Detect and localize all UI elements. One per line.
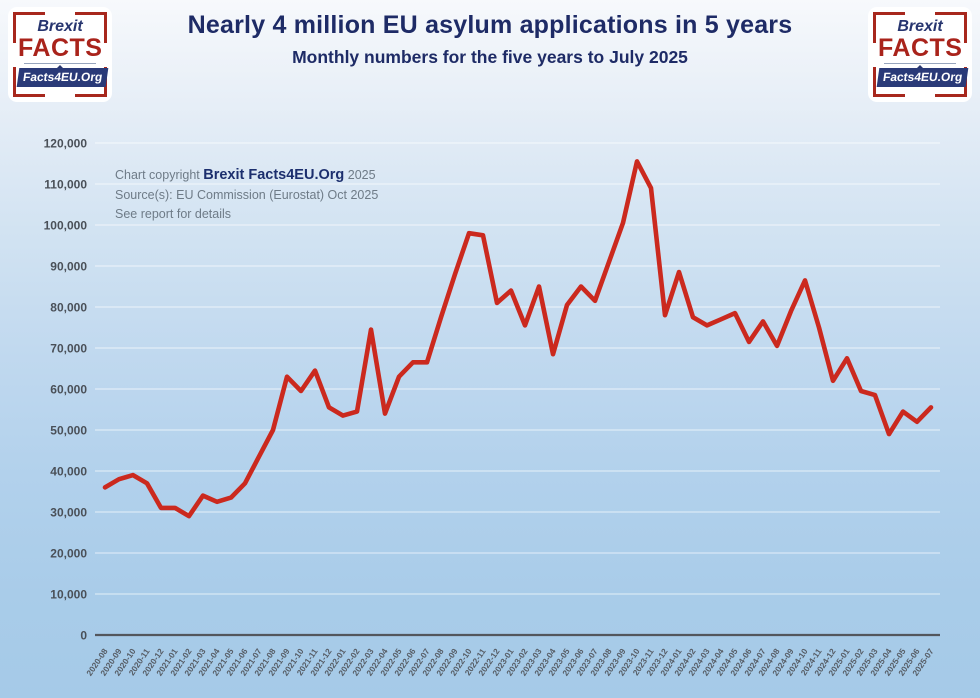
logo-divider <box>24 63 96 70</box>
logo-frame <box>11 10 109 99</box>
logo-site-badge: Facts4EU.Org <box>16 68 109 87</box>
logo-facts-text: FACTS <box>878 34 963 62</box>
y-tick-label: 110,000 <box>44 178 87 192</box>
y-tick-label: 120,000 <box>44 137 88 151</box>
copyright-line: Chart copyright Brexit Facts4EU.Org 2025 <box>115 167 376 183</box>
y-tick-label: 0 <box>80 629 87 643</box>
y-tick-label: 20,000 <box>50 547 87 561</box>
copyright-brand: Brexit Facts4EU.Org <box>203 167 345 183</box>
logo-site-badge: Facts4EU.Org <box>876 68 969 87</box>
y-tick-label: 30,000 <box>50 506 87 520</box>
y-tick-label: 70,000 <box>50 342 87 356</box>
note-line: See report for details <box>115 207 232 222</box>
y-tick-label: 40,000 <box>50 465 87 479</box>
y-tick-label: 60,000 <box>50 383 87 397</box>
brand-logo-right: Brexit FACTS Facts4EU.Org <box>868 7 972 102</box>
y-tick-label: 90,000 <box>50 260 87 274</box>
logo-pointer-icon <box>55 65 65 70</box>
page-subtitle: Monthly numbers for the five years to Ju… <box>292 47 688 67</box>
logo-facts-text: FACTS <box>18 34 103 62</box>
y-tick-label: 10,000 <box>50 588 87 602</box>
data-line <box>102 159 934 519</box>
logo-brexit-text: Brexit <box>897 18 943 35</box>
y-tick-label: 80,000 <box>50 301 87 315</box>
logo-pointer-icon <box>915 65 925 70</box>
header: Nearly 4 million EU asylum applications … <box>125 11 855 68</box>
y-tick-label: 100,000 <box>44 219 88 233</box>
page-title: Nearly 4 million EU asylum applications … <box>187 11 793 39</box>
logo-frame <box>871 10 969 99</box>
y-tick-label: 50,000 <box>50 424 87 438</box>
logo-divider <box>884 63 956 70</box>
chart-annotation: Chart copyright Brexit Facts4EU.Org 2025… <box>115 164 378 224</box>
source-line: Source(s): EU Commission (Eurostat) Oct … <box>115 188 379 203</box>
logo-brexit-text: Brexit <box>37 18 83 35</box>
brand-logo-left: Brexit FACTS Facts4EU.Org <box>8 7 112 102</box>
